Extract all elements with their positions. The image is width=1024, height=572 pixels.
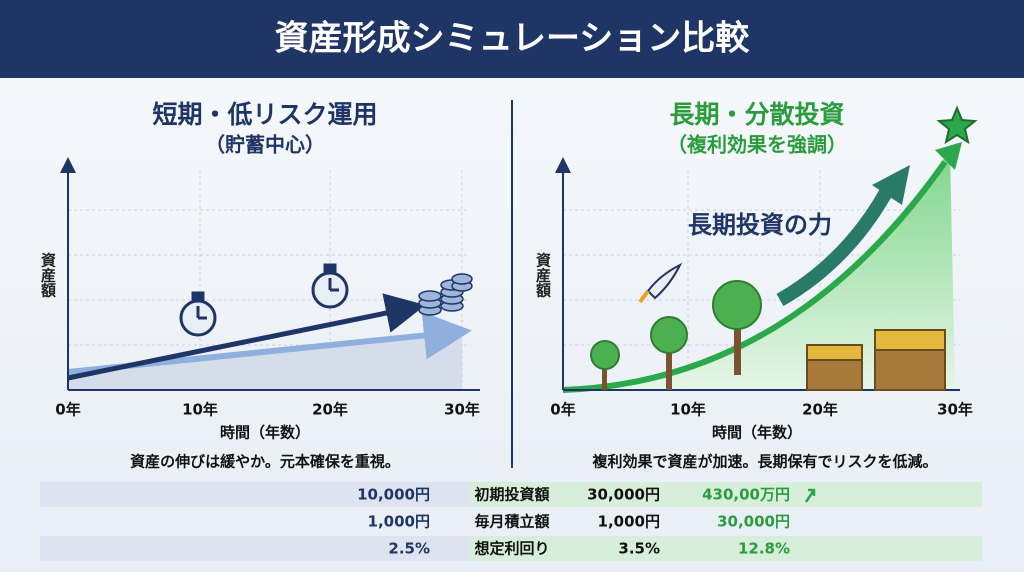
x-axis-label: 時間（年数）: [712, 424, 802, 442]
area: [68, 332, 462, 390]
panel-subtitle: （複利効果を強調）: [667, 133, 847, 157]
x-tick-label: 30年: [937, 401, 973, 419]
arrow-head: [935, 142, 962, 170]
line-dark: [67, 293, 426, 381]
table-cell: 3.5%: [618, 540, 660, 558]
up-arrow: [804, 488, 816, 503]
table-cell: 毎月積立額: [474, 513, 549, 531]
table-cell: 12.8%: [738, 540, 790, 558]
x-axis-label: 時間（年数）: [220, 424, 310, 442]
panel-title: 短期・低リスク運用: [152, 100, 377, 129]
panel-subtitle: （貯蓄中心）: [205, 133, 325, 157]
table-cell: 2.5%: [388, 540, 430, 558]
arrow-long-term: [776, 181, 897, 307]
trees: [590, 280, 762, 390]
arrow-head: [872, 165, 910, 205]
page-title: 資産形成シミュレーション比較: [275, 19, 751, 59]
table-cell: 30,000円: [587, 486, 660, 504]
caption: 資産の伸びは緩やか。元本確保を重視。: [130, 453, 400, 471]
table-cell: 1,000円: [598, 513, 660, 531]
y-axis-label: 資産額: [39, 252, 57, 299]
table-cell: 初期投資額: [474, 486, 549, 504]
caption: 複利効果で資産が加速。長期保有でリスクを低減。: [591, 453, 937, 471]
x-tick-label: 0年: [550, 401, 575, 419]
x-tick-label: 20年: [802, 401, 838, 419]
annotation: 長期投資の力: [688, 211, 832, 239]
table-cell: 想定利回り: [473, 540, 549, 558]
table-cell: 430,00万円: [702, 486, 790, 504]
x-tick-label: 20年: [312, 401, 348, 419]
panel-title: 長期・分散投資: [669, 100, 844, 129]
comparison-table: [40, 482, 982, 561]
growth-line: [562, 160, 948, 393]
treasure: [806, 329, 946, 391]
y-axis-label: 資産額: [534, 252, 552, 299]
x-tick-label: 10年: [182, 401, 218, 419]
x-tick-label: 0年: [55, 401, 80, 419]
rocket: [638, 262, 683, 304]
x-tick-label: 30年: [444, 401, 480, 419]
table-cell: 10,000円: [357, 486, 430, 504]
x-tick-label: 10年: [670, 401, 706, 419]
star: [936, 105, 978, 145]
coins: [418, 273, 473, 316]
area: [563, 150, 955, 390]
table-cell: 30,000円: [717, 513, 790, 531]
header-bar: [0, 0, 1024, 78]
stopwatch: [179, 263, 349, 337]
table-cell: 1,000円: [368, 513, 430, 531]
